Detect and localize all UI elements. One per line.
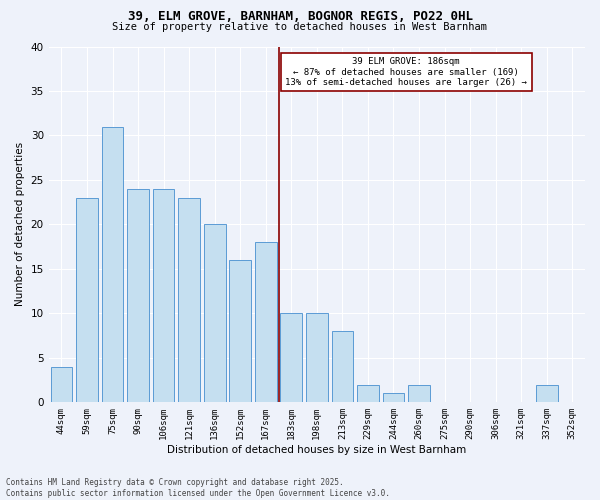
X-axis label: Distribution of detached houses by size in West Barnham: Distribution of detached houses by size … — [167, 445, 466, 455]
Y-axis label: Number of detached properties: Number of detached properties — [15, 142, 25, 306]
Bar — [408, 384, 430, 402]
Text: 39 ELM GROVE: 186sqm
← 87% of detached houses are smaller (169)
13% of semi-deta: 39 ELM GROVE: 186sqm ← 87% of detached h… — [285, 57, 527, 87]
Text: Contains HM Land Registry data © Crown copyright and database right 2025.
Contai: Contains HM Land Registry data © Crown c… — [6, 478, 390, 498]
Text: Size of property relative to detached houses in West Barnham: Size of property relative to detached ho… — [113, 22, 487, 32]
Bar — [383, 394, 404, 402]
Bar — [306, 314, 328, 402]
Bar — [76, 198, 98, 402]
Bar — [332, 331, 353, 402]
Bar — [357, 384, 379, 402]
Bar — [50, 367, 72, 402]
Bar — [229, 260, 251, 402]
Text: 39, ELM GROVE, BARNHAM, BOGNOR REGIS, PO22 0HL: 39, ELM GROVE, BARNHAM, BOGNOR REGIS, PO… — [128, 10, 473, 23]
Bar — [178, 198, 200, 402]
Bar — [127, 189, 149, 402]
Bar — [101, 126, 124, 402]
Bar — [255, 242, 277, 402]
Bar — [204, 224, 226, 402]
Bar — [153, 189, 175, 402]
Bar — [280, 314, 302, 402]
Bar — [536, 384, 557, 402]
